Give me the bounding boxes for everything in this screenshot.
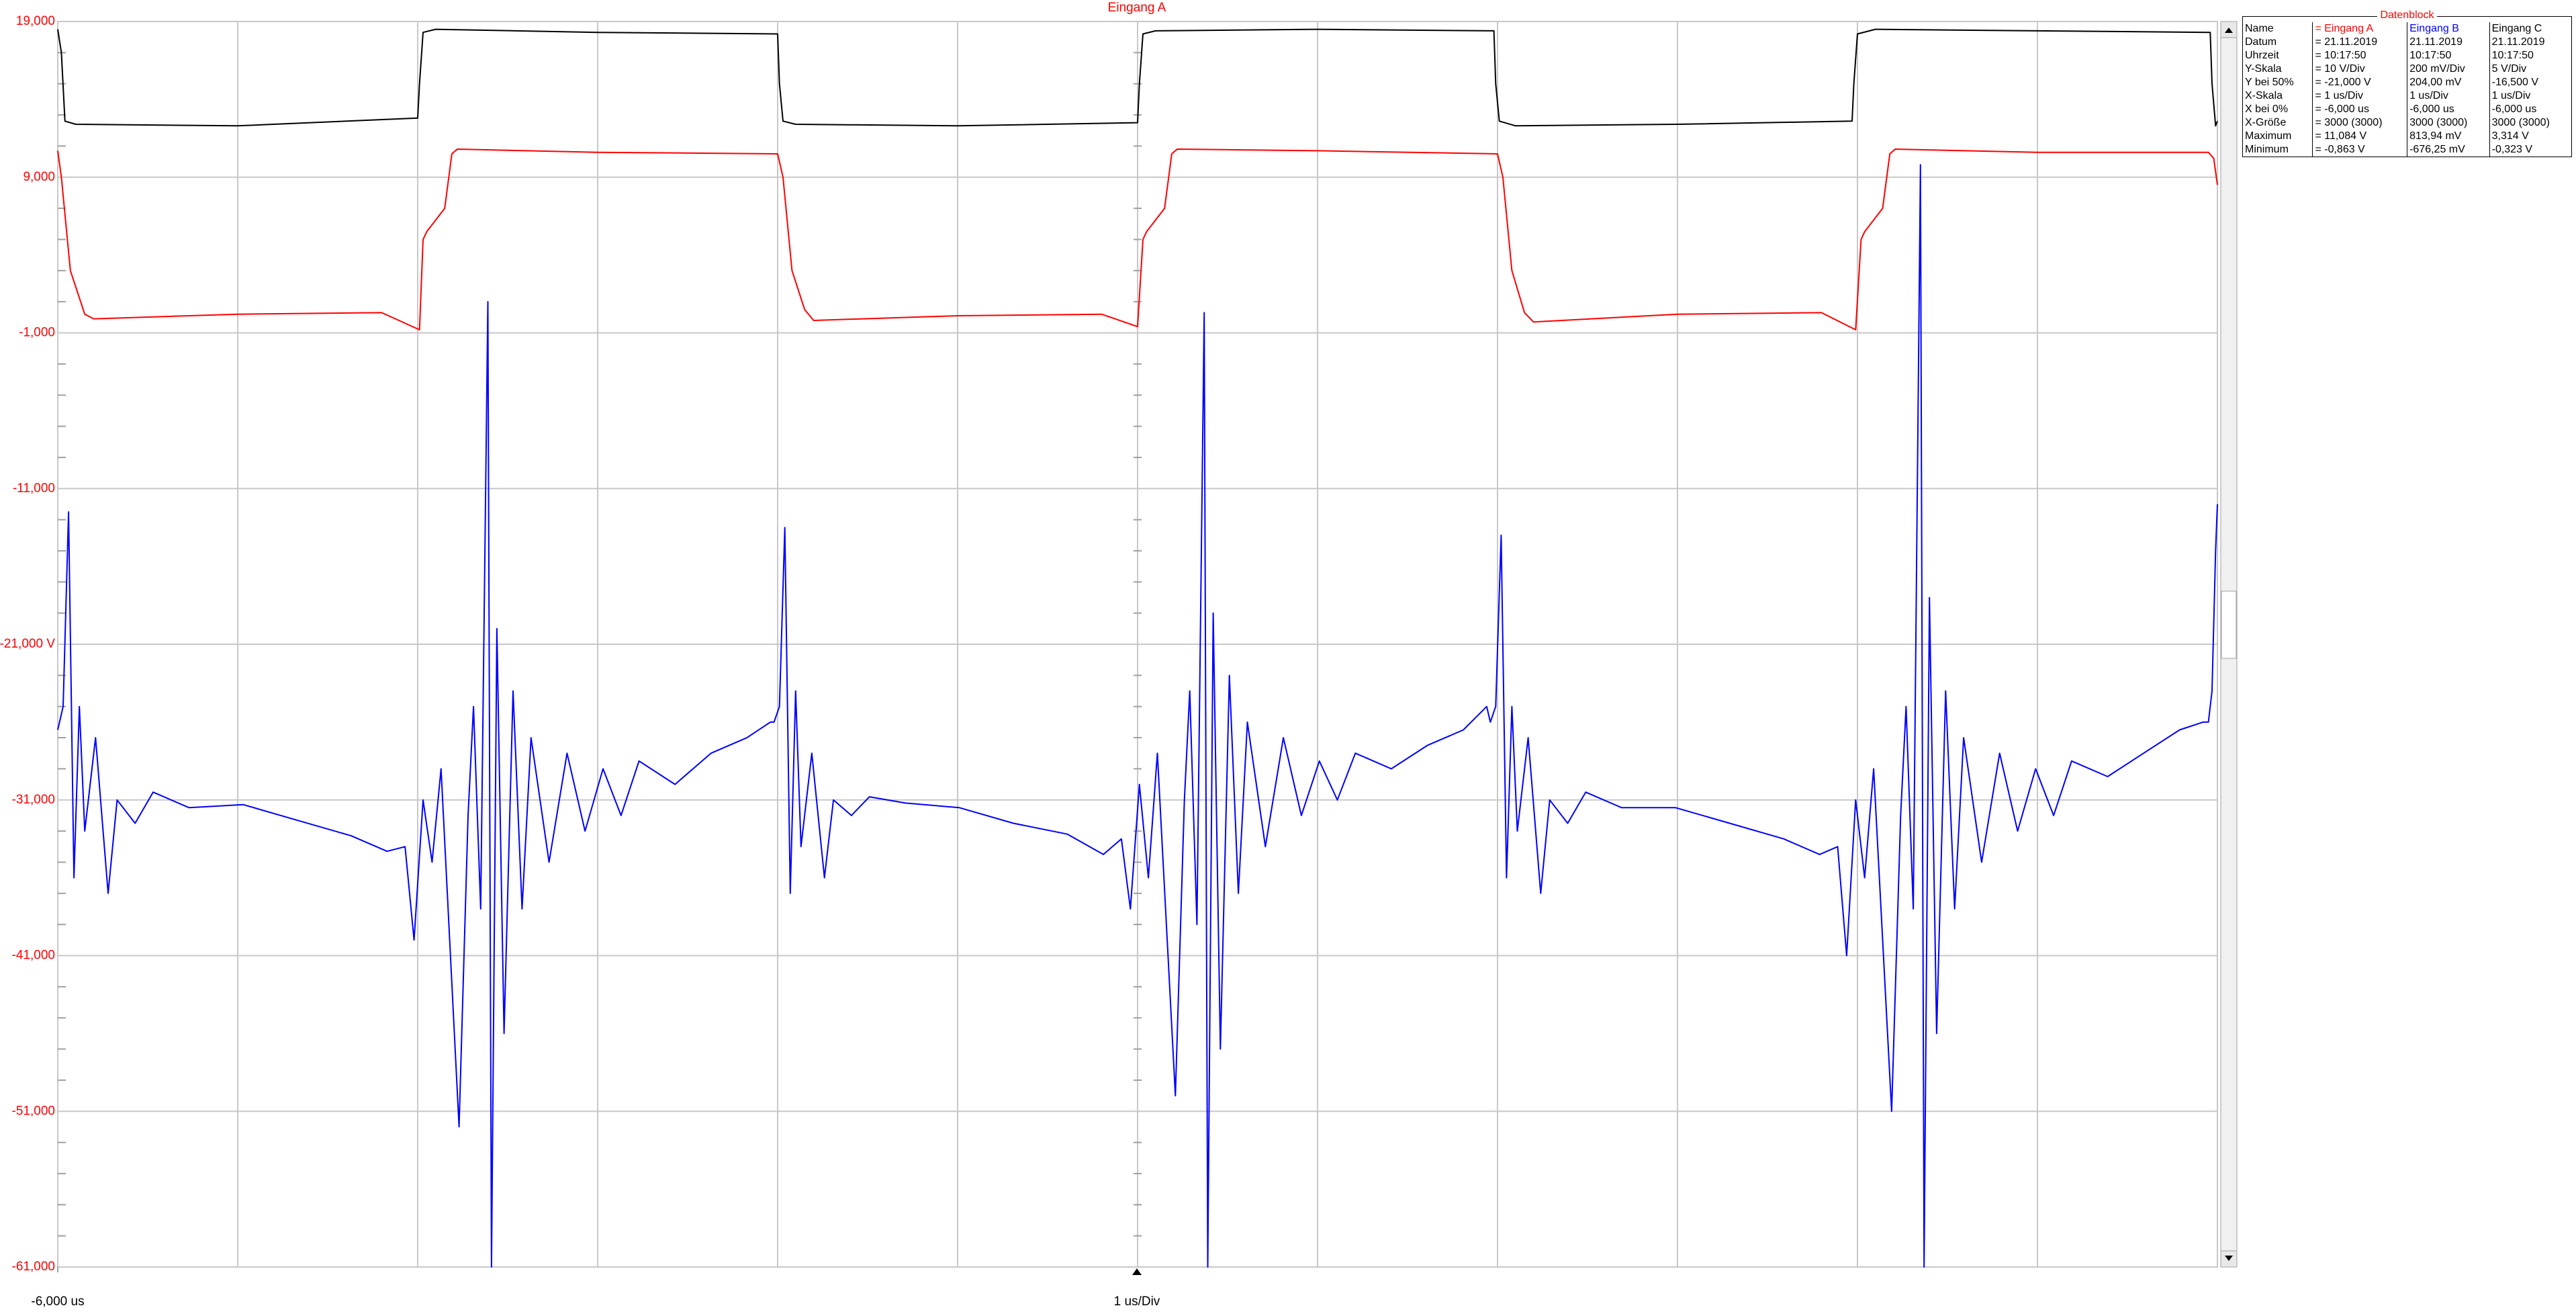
data-block-cell: = 3000 (3000) xyxy=(2312,116,2407,130)
data-block-cell: 204,00 mV xyxy=(2407,76,2490,89)
data-block-row: Datum = 21.11.2019 21.11.2019 21.11.2019 xyxy=(2243,36,2571,49)
trace xyxy=(57,28,2218,127)
y-tick-label: 19,000 xyxy=(16,14,55,28)
data-block-cell: 3,314 V xyxy=(2489,130,2571,143)
data-block-cell: Minimum xyxy=(2245,144,2289,155)
data-block-cell: -6,000 us xyxy=(2489,103,2571,116)
data-block-cell: 813,94 mV xyxy=(2407,130,2490,143)
data-block-cell: = 11,084 V xyxy=(2312,130,2407,143)
data-block: Datenblock Name = Eingang A Eingang B Einga… xyxy=(2242,9,2572,157)
data-block-cell: -676,25 mV xyxy=(2407,143,2490,157)
data-block-cell: -16,500 V xyxy=(2489,76,2571,89)
data-block-cell: 200 mV/Div xyxy=(2407,62,2490,76)
data-block-cell: -6,000 us xyxy=(2407,103,2490,116)
grid xyxy=(57,21,2218,1268)
scroll-thumb[interactable] xyxy=(2221,591,2237,659)
data-block-cell: Y bei 50% xyxy=(2245,77,2294,88)
y-tick-label: -31,000 xyxy=(12,793,55,807)
data-block-row: Name = Eingang A Eingang B Eingang C xyxy=(2243,22,2571,36)
trace xyxy=(57,164,2218,1268)
data-block-cell: 1 us/Div xyxy=(2489,89,2571,103)
chart: Eingang A 1 us/Div 19,000 9,000 -1,000 -11,… xyxy=(0,1,2238,1309)
data-block-row: X-Skala = 1 us/Div 1 us/Div 1 us/Div xyxy=(2243,89,2571,103)
data-block-cell: Name xyxy=(2245,23,2274,34)
scroll-down-arrow xyxy=(2225,1256,2233,1261)
data-block-row: X-Größe = 3000 (3000) 3000 (3000) 3000 (300… xyxy=(2243,116,2571,130)
data-block-cell: = 21.11.2019 xyxy=(2312,36,2407,49)
trigger-marker xyxy=(1132,1268,1142,1275)
data-block-cell: Maximum xyxy=(2245,130,2292,142)
trace xyxy=(57,148,2218,331)
data-block-cell: = 1 us/Div xyxy=(2312,89,2407,103)
data-block-cell: = -21,000 V xyxy=(2312,76,2407,89)
x-axis-label: 1 us/Div xyxy=(1114,1295,1160,1309)
data-block-cell: = Eingang A xyxy=(2312,22,2407,36)
data-block-cell: 5 V/Div xyxy=(2489,62,2571,76)
data-block-cell: Uhrzeit xyxy=(2245,50,2279,61)
y-tick-label: -51,000 xyxy=(12,1104,55,1118)
scroll-up-arrow xyxy=(2225,28,2233,33)
data-block-cell: Eingang B xyxy=(2407,22,2490,36)
data-block-row: Minimum = -0,863 V -676,25 mV -0,323 V xyxy=(2243,143,2571,157)
y-tick-label: -41,000 xyxy=(12,949,55,963)
data-block-row: Maximum = 11,084 V 813,94 mV 3,314 V xyxy=(2243,130,2571,143)
scrollbar[interactable] xyxy=(2220,21,2238,1268)
chart-title: Eingang A xyxy=(1108,1,1166,15)
data-block-row: X bei 0% = -6,000 us -6,000 us -6,000 us xyxy=(2243,103,2571,116)
data-block-cell: 3000 (3000) xyxy=(2489,116,2571,130)
y-tick-label: -21,000 V xyxy=(0,637,55,651)
data-block-cell: X-Skala xyxy=(2245,90,2283,101)
data-block-row: Y-Skala = 10 V/Div 200 mV/Div 5 V/Div xyxy=(2243,62,2571,76)
data-block-cell: Y-Skala xyxy=(2245,63,2282,75)
y-tick-label: -11,000 xyxy=(13,481,55,495)
data-block-cell: 1 us/Div xyxy=(2407,89,2490,103)
data-block-cell: 21.11.2019 xyxy=(2407,36,2490,49)
data-block-cell: 10:17:50 xyxy=(2407,49,2490,62)
data-block-title: Datenblock xyxy=(2243,9,2571,21)
data-block-cell: 3000 (3000) xyxy=(2407,116,2490,130)
data-block-cell: Eingang C xyxy=(2489,22,2571,36)
data-block-cell: X bei 0% xyxy=(2245,103,2289,115)
data-block-cell: = 10 V/Div xyxy=(2312,62,2407,76)
data-block-row: Uhrzeit = 10:17:50 10:17:50 10:17:50 xyxy=(2243,49,2571,62)
data-block-cell: 21.11.2019 xyxy=(2489,36,2571,49)
x-tick-label: -6,000 us xyxy=(31,1295,84,1309)
y-tick-label: -61,000 xyxy=(12,1260,55,1274)
data-block-row: Y bei 50% = -21,000 V 204,00 mV -16,500 V xyxy=(2243,76,2571,89)
data-block-title-text: Datenblock xyxy=(2377,9,2437,21)
data-block-cell: X-Größe xyxy=(2245,117,2287,128)
data-block-cell: = -6,000 us xyxy=(2312,103,2407,116)
y-tick-label: 9,000 xyxy=(23,170,55,184)
data-block-cell: = 10:17:50 xyxy=(2312,49,2407,62)
data-block-cell: = -0,863 V xyxy=(2312,143,2407,157)
data-block-cell: -0,323 V xyxy=(2489,143,2571,157)
data-block-table: Name = Eingang A Eingang B Eingang C Datum = … xyxy=(2243,22,2571,157)
data-block-cell: 10:17:50 xyxy=(2489,49,2571,62)
data-block-cell: Datum xyxy=(2245,36,2277,48)
y-tick-label: -1,000 xyxy=(19,326,55,340)
